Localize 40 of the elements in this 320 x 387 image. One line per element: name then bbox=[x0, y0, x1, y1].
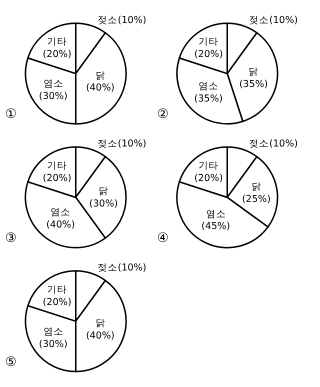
data-label: (40%) bbox=[86, 330, 115, 342]
text: ① bbox=[5, 107, 17, 122]
data-label: (20%) bbox=[42, 296, 72, 308]
data-label: (20%) bbox=[194, 172, 223, 184]
text: ⑤ bbox=[5, 355, 17, 370]
slice-label: 닭 bbox=[95, 318, 106, 330]
data-label: (20%) bbox=[194, 49, 223, 60]
data-label: (35%) bbox=[194, 94, 223, 105]
slice-label: 기타 bbox=[47, 36, 68, 48]
slice-label: 염소 bbox=[206, 208, 226, 220]
data-label: (20%) bbox=[42, 172, 72, 184]
slice-label: 기타 bbox=[47, 284, 68, 296]
slice-label: 기타 bbox=[198, 160, 219, 172]
text: ③ bbox=[5, 231, 17, 246]
data-label: (25%) bbox=[242, 194, 271, 206]
slice-label: 염소 bbox=[198, 81, 218, 92]
slice-label: 염소 bbox=[43, 78, 64, 90]
data-label: (40%) bbox=[86, 82, 115, 94]
slice-label: 염소 bbox=[50, 207, 71, 218]
slice-label: 닭 bbox=[98, 186, 109, 198]
slice-label: 기타 bbox=[198, 36, 219, 48]
slice-label: 젖소(10%) bbox=[249, 138, 298, 150]
slice-label: 젖소(10%) bbox=[98, 14, 146, 26]
data-label: (20%) bbox=[42, 49, 72, 60]
text: ② bbox=[157, 107, 169, 122]
text: ④ bbox=[157, 231, 169, 246]
slice-label: 닭 bbox=[251, 182, 262, 193]
data-label: (30%) bbox=[38, 338, 68, 350]
data-label: (35%) bbox=[239, 78, 268, 90]
data-label: (30%) bbox=[38, 91, 68, 102]
slice-label: 기타 bbox=[47, 160, 68, 172]
data-label: (45%) bbox=[201, 221, 230, 232]
slice-label: 젖소(10%) bbox=[98, 138, 146, 150]
data-label: (30%) bbox=[89, 198, 118, 210]
slice-label: 닭 bbox=[95, 70, 106, 82]
slice-label: 닭 bbox=[248, 66, 259, 78]
slice-label: 염소 bbox=[43, 326, 64, 338]
data-label: (40%) bbox=[46, 219, 75, 230]
slice-label: 젖소(10%) bbox=[98, 262, 146, 274]
slice-label: 젖소(10%) bbox=[249, 14, 298, 26]
